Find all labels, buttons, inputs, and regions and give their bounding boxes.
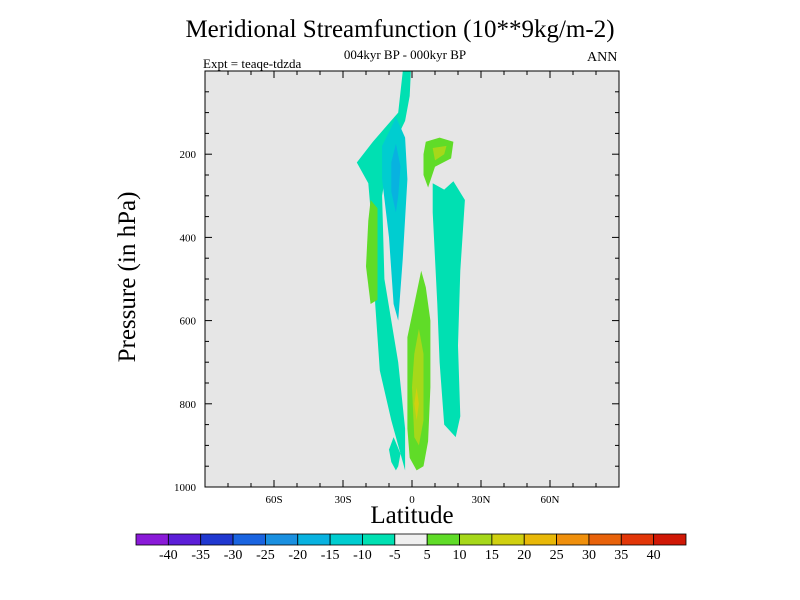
colorbar-swatch: [491, 533, 525, 546]
x-axis-label: Latitude: [370, 502, 454, 529]
experiment-label: Expt = teaqe-tdzda: [203, 56, 302, 71]
colorbar-swatch: [653, 533, 687, 546]
colorbar-swatch: [362, 533, 396, 546]
colorbar-swatch: [459, 533, 493, 546]
axes: 200 400 600 800 1000 60S 30S 0 30N 60N: [174, 70, 620, 506]
contour-region-10: [414, 387, 419, 421]
colorbar-label: 30: [582, 548, 596, 563]
colorbar-swatch: [426, 533, 460, 546]
contour-region-6: [423, 137, 454, 188]
colorbar-label: 20: [517, 548, 531, 563]
chart-subtitle: 004kyr BP - 000kyr BP: [343, 47, 467, 62]
x-tick-label: 0: [409, 494, 415, 506]
contour-region-4: [391, 143, 401, 213]
contour-region-2: [389, 437, 401, 471]
contour-region-9: [412, 328, 424, 446]
colorbar-label: 10: [453, 548, 467, 563]
x-tick-label: 30S: [334, 494, 351, 506]
y-tick-label: 600: [180, 316, 197, 328]
contour-layer: [356, 71, 465, 471]
contour-region-1: [432, 181, 465, 438]
colorbar-label: -25: [256, 548, 275, 563]
colorbar-swatch: [329, 533, 363, 546]
colorbar-label: -20: [288, 548, 307, 563]
colorbar-label: -40: [159, 548, 178, 563]
y-tick-label: 1000: [174, 482, 197, 494]
x-tick-label: 60N: [541, 494, 560, 506]
colorbar-label: -5: [389, 548, 401, 563]
colorbar-label: 15: [485, 548, 499, 563]
colorbar-swatch: [265, 533, 299, 546]
colorbar-swatch: [588, 533, 622, 546]
colorbar-label: 5: [424, 548, 431, 563]
y-tick-label: 400: [180, 232, 197, 244]
colorbar-swatch: [167, 533, 202, 546]
colorbar-swatch: [297, 533, 331, 546]
colorbar-label: -30: [224, 548, 243, 563]
contour-region-5: [366, 200, 378, 304]
colorbar-swatch: [232, 533, 266, 546]
colorbar-swatch: [620, 533, 655, 546]
colorbar-label: 25: [550, 548, 564, 563]
contour-region-8: [432, 145, 447, 161]
colorbar-swatch: [523, 533, 557, 546]
contour-region-0: [356, 71, 411, 471]
chart-title: Meridional Streamfunction (10**9kg/m-2): [185, 16, 615, 43]
colorbar-swatch: [200, 533, 234, 546]
y-tick-label: 800: [180, 399, 197, 411]
colorbar: -40 -35 -30 -25 -20 -15 -10 -5 5 10 15 20 25 30 35 40: [135, 533, 687, 563]
contour-region-3: [382, 116, 408, 321]
colorbar-label: 40: [647, 548, 661, 563]
colorbar-label: -15: [321, 548, 340, 563]
colorbar-swatch: [135, 533, 169, 546]
colorbar-label: -35: [191, 548, 210, 563]
colorbar-swatch: [394, 533, 428, 546]
season-label: ANN: [587, 50, 618, 65]
x-tick-label: 60S: [265, 494, 282, 506]
y-tick-label: 200: [180, 149, 197, 161]
colorbar-label: -10: [353, 548, 372, 563]
colorbar-label: 35: [614, 548, 628, 563]
colorbar-swatch: [556, 533, 590, 546]
x-tick-label: 30N: [472, 494, 491, 506]
